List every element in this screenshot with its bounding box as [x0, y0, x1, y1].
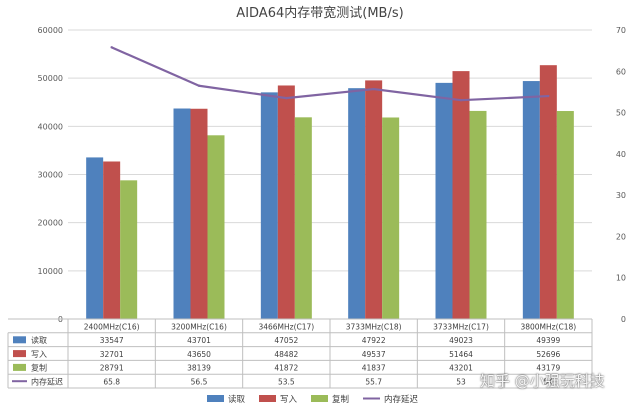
table-cell: 41872 [274, 364, 298, 373]
legend-key-写入 [259, 395, 276, 402]
table-cell: 33547 [100, 336, 124, 345]
legend-key-复制 [311, 395, 328, 402]
table-cell: 55.7 [365, 378, 382, 387]
bar-复制-0 [120, 180, 138, 319]
bar-复制-2 [294, 117, 312, 320]
bar-读取-1 [173, 108, 191, 319]
table-row-header: 读取 [31, 335, 47, 345]
y2-tick-label: 20 [616, 232, 626, 241]
latency-line [110, 46, 550, 102]
y2-tick-label: 40 [616, 150, 626, 159]
table-cell: 48482 [274, 350, 298, 359]
bar-写入-4 [452, 71, 470, 319]
table-cell: 43201 [449, 364, 473, 373]
legend-label: 内存延迟 [384, 394, 419, 405]
latency-point-2 [285, 96, 288, 100]
bar-写入-5 [539, 65, 557, 319]
table-row-header: 复制 [31, 363, 47, 373]
table-key-写入 [13, 350, 26, 358]
legend-label: 写入 [280, 395, 298, 405]
y-tick-label: 10000 [38, 267, 63, 276]
category-label: 3200MHz(C16) [171, 322, 227, 331]
category-label: 2400MHz(C16) [84, 322, 140, 331]
table-cell: 32701 [100, 350, 124, 359]
bar-写入-0 [103, 161, 121, 319]
category-label: 3733MHz(C17) [433, 322, 489, 331]
y2-tick-label: 10 [616, 274, 626, 283]
legend-label: 复制 [332, 394, 349, 405]
y2-tick-label: 60 [616, 67, 626, 76]
table-cell: 65.8 [103, 378, 120, 387]
y2-tick-label: 50 [616, 109, 626, 118]
bar-复制-4 [469, 110, 487, 319]
table-cell: 56.5 [191, 378, 208, 387]
latency-point-5 [547, 94, 550, 98]
y-tick-label: 50000 [38, 74, 63, 83]
watermark: 知乎 @小强玩科技 [480, 372, 605, 390]
table-row-header: 写入 [31, 350, 47, 359]
legend-label: 读取 [228, 394, 246, 405]
table-cell: 41837 [362, 364, 386, 373]
y-tick-label: 20000 [38, 219, 63, 228]
chart-title: AIDA64内存带宽测试(MB/s) [236, 5, 403, 21]
table-cell: 49023 [449, 336, 473, 345]
latency-point-0 [110, 46, 113, 49]
table-cell: 47052 [274, 336, 298, 345]
table-cell: 54 [544, 378, 554, 387]
y-tick-label: 60000 [38, 26, 63, 35]
y-tick-label: 40000 [38, 122, 63, 131]
y2-tick-label: 0 [621, 315, 626, 324]
table-key-读取 [13, 336, 26, 344]
table-cell: 43650 [187, 350, 211, 359]
category-label: 3466MHz(C17) [258, 322, 314, 331]
legend-key-读取 [207, 395, 224, 402]
table-cell: 38139 [187, 364, 211, 373]
category-label: 3800MHz(C18) [520, 322, 576, 331]
latency-point-3 [372, 87, 375, 91]
latency-point-1 [197, 84, 201, 87]
bar-读取-5 [522, 81, 540, 319]
table-cell: 49399 [536, 336, 560, 345]
table-cell: 53.5 [278, 378, 295, 387]
table-cell: 47922 [362, 336, 386, 345]
table-cell: 52696 [536, 350, 560, 359]
bar-写入-2 [277, 85, 295, 319]
axes: 0100002000030000400005000060000010203040… [38, 26, 626, 324]
y2-tick-label: 70 [616, 26, 626, 35]
bar-读取-0 [86, 157, 104, 319]
table-cell: 43701 [187, 336, 211, 345]
latency-line-path [111, 46, 549, 102]
bar-复制-3 [382, 117, 400, 320]
table-cell: 49537 [362, 350, 386, 359]
data-table: 2400MHz(C16) 3200MHz(C16) 3466MHz(C17) 3733… [7, 318, 593, 389]
bar-读取-4 [435, 82, 453, 319]
table-cell: 28791 [100, 364, 124, 373]
bar-写入-3 [365, 80, 383, 319]
y-tick-label: 30000 [38, 171, 63, 180]
bar-复制-1 [207, 135, 225, 319]
latency-point-4 [459, 98, 463, 102]
bar-写入-1 [190, 108, 208, 319]
bar-复制-5 [556, 111, 574, 319]
table-cell: 51464 [449, 350, 473, 359]
table-cell: 43179 [536, 364, 560, 373]
legend: 读取 写入 复制 内存延迟 [207, 394, 419, 405]
bars [86, 65, 574, 320]
category-label: 3733MHz(C18) [346, 322, 402, 331]
table-cell: 53 [456, 378, 466, 387]
table-key-复制 [13, 363, 26, 371]
y2-tick-label: 30 [616, 191, 626, 200]
table-row-header: 内存延迟 [31, 377, 63, 387]
bar-读取-2 [260, 92, 278, 319]
bar-读取-3 [348, 88, 366, 320]
gridlines [68, 29, 592, 320]
